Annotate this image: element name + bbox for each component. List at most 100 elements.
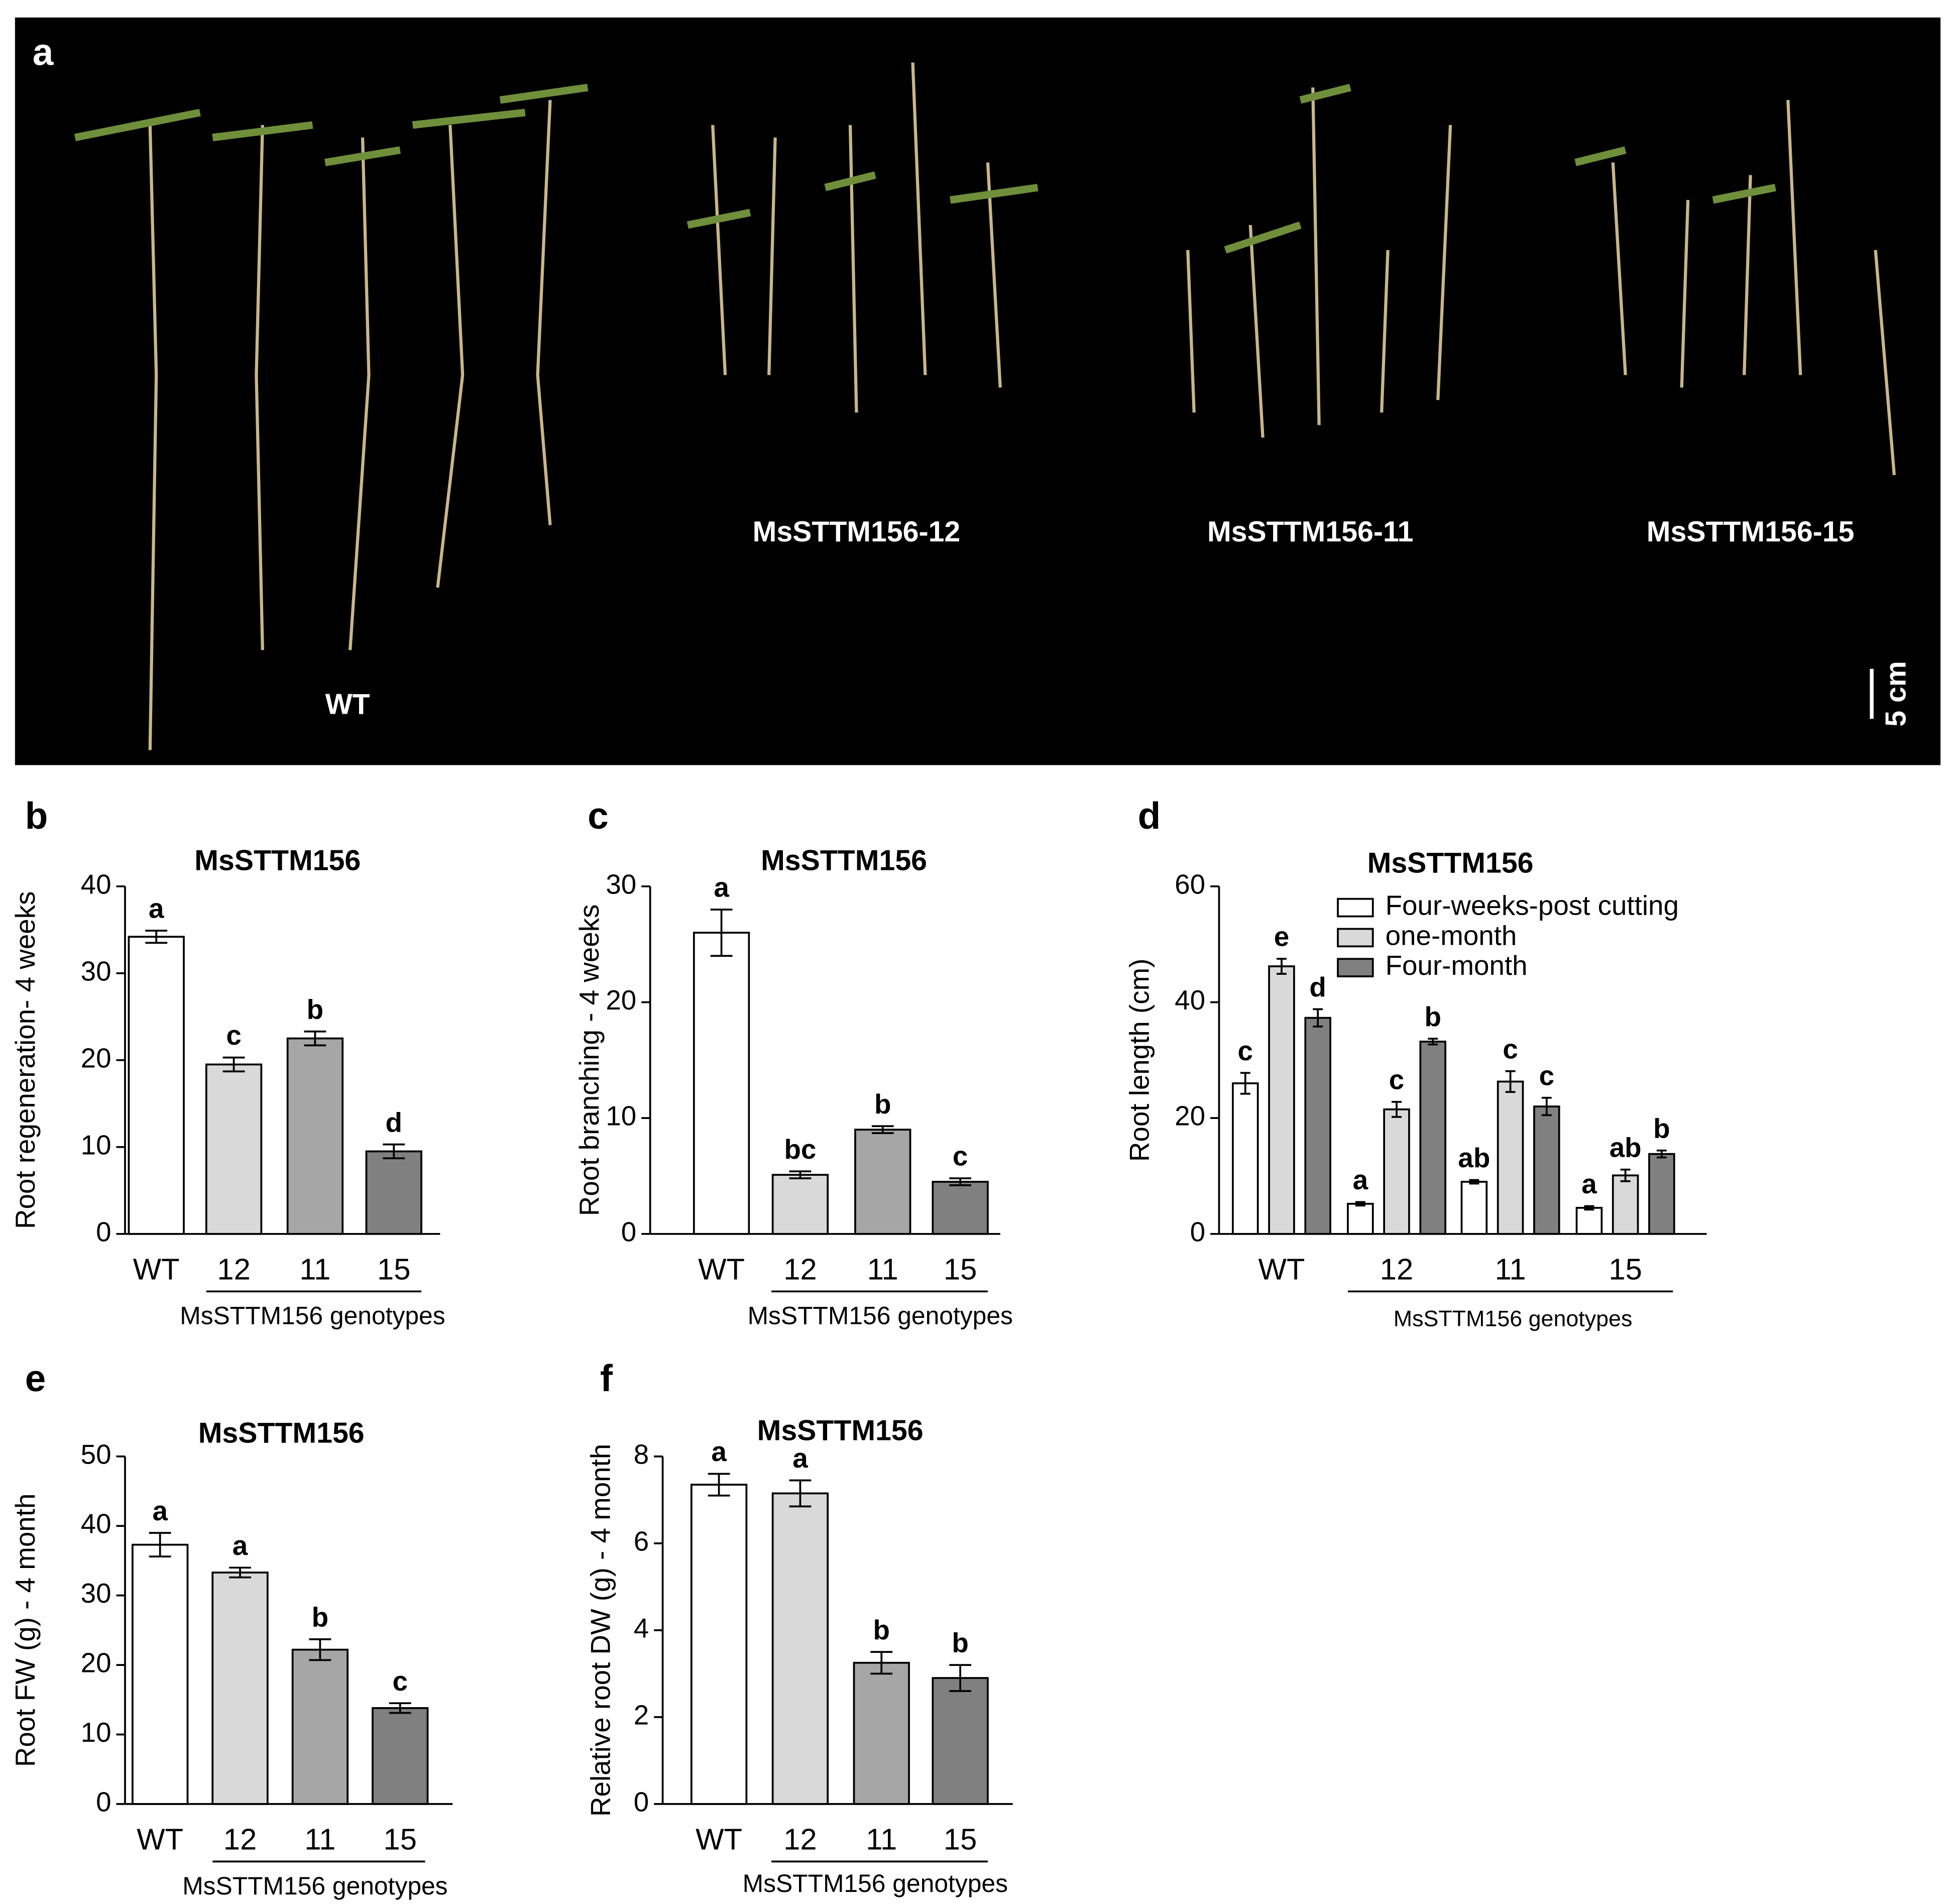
x-tick-label: 12 [783,1252,817,1286]
bar [1460,1181,1488,1235]
significance-letter: c [226,1020,241,1051]
x-tick-label: 12 [1380,1252,1413,1286]
bar [690,1484,748,1805]
bar [1612,1174,1639,1235]
significance-letter: b [1425,1001,1441,1032]
x-tick-label: 12 [217,1252,250,1286]
bar [372,1707,429,1805]
significance-letter: bc [784,1134,816,1165]
bar [211,1572,269,1805]
bar [932,1677,989,1805]
leaves-sketch [74,83,1776,254]
significance-letter: a [1581,1168,1597,1199]
chart-title: MsSTTM156 [194,845,361,877]
x-tick-label: 11 [867,1252,898,1286]
x-tick-label: 11 [299,1252,330,1286]
x-tick-label: WT [137,1822,183,1856]
x-axis-label: MsSTTM156 genotypes [182,1872,447,1900]
legend-label: one-month [1386,920,1517,951]
x-tick-label: WT [133,1252,180,1286]
photo [15,17,1941,765]
significance-letter: a [1353,1164,1368,1195]
y-tick-label: 8 [634,1438,649,1470]
panel-letter: b [25,795,48,837]
x-tick-label: WT [696,1822,742,1856]
photo-label: MsSTTM156-12 [753,516,961,548]
significance-letter: b [873,1614,890,1645]
y-tick-label: 30 [606,868,636,900]
panel-letter: d [1138,795,1161,837]
photo-label: MsSTTM156-15 [1647,516,1855,548]
significance-letter: c [392,1665,407,1697]
bar [932,1181,989,1235]
bar [771,1492,829,1805]
chart-title: MsSTTM156 [1367,847,1534,879]
bar [853,1661,910,1805]
plant-sketch [148,62,1896,750]
panel-letter: c [588,795,609,837]
x-tick-label: 12 [783,1822,817,1856]
bar [286,1037,344,1235]
y-tick-label: 10 [606,1100,636,1132]
significance-letter: a [233,1530,248,1561]
x-tick-label: WT [1258,1252,1305,1286]
y-tick-label: 40 [1175,984,1205,1016]
significance-letter: a [792,1442,808,1474]
significance-letter: b [307,993,323,1025]
significance-letter: c [1539,1060,1554,1091]
y-tick-label: 2 [634,1699,649,1730]
bar [132,1543,189,1805]
y-tick-label: 20 [1175,1100,1205,1132]
y-tick-label: 0 [96,1216,111,1247]
y-axis-label: Root branching - 4 weeks [574,904,605,1216]
x-tick-label: 15 [1609,1252,1642,1286]
y-tick-label: 30 [81,955,111,986]
x-tick-label: WT [698,1252,745,1286]
x-tick-label: 12 [223,1822,257,1856]
panel-letter: a [33,31,54,73]
x-tick-label: 11 [304,1822,335,1856]
significance-letter: b [952,1627,968,1658]
bar [1648,1153,1675,1235]
legend-swatch [1337,928,1374,948]
bar [205,1063,263,1235]
y-tick-label: 0 [1190,1216,1205,1247]
chart-title: MsSTTM156 [198,1417,365,1449]
y-axis-label: Root regeneration- 4 weeks [10,891,41,1229]
y-axis-label: Root length (cm) [1124,958,1155,1162]
x-tick-label: 15 [383,1822,416,1856]
bar [854,1129,911,1235]
bar [291,1648,349,1805]
panel-letter: f [600,1357,613,1399]
chart-title: MsSTTM156 [757,1415,924,1447]
bar [693,932,750,1235]
y-tick-label: 40 [81,868,111,900]
photo-label: MsSTTM156-11 [1207,516,1413,548]
significance-letter: c [1389,1064,1404,1095]
x-tick-label: 11 [1495,1252,1526,1286]
bar [771,1174,829,1235]
y-tick-label: 50 [81,1438,111,1470]
y-tick-label: 0 [96,1786,111,1817]
x-tick-label: 15 [944,1252,977,1286]
bar [128,936,185,1235]
y-tick-label: 6 [634,1525,649,1556]
significance-letter: d [1309,971,1326,1002]
bar [1268,965,1295,1235]
y-tick-label: 20 [606,984,636,1016]
significance-letter: b [874,1088,891,1119]
significance-letter: c [953,1141,968,1172]
x-tick-label: 15 [944,1822,977,1856]
photo-panel: a WT MsSTTM156-12 MsSTTM156-11 MsSTTM156… [15,17,1941,765]
significance-letter: b [312,1602,328,1633]
significance-letter: c [1503,1033,1518,1064]
significance-letter: ab [1610,1132,1642,1163]
y-tick-label: 0 [621,1216,636,1247]
significance-letter: d [386,1106,402,1138]
bar [1497,1080,1524,1235]
bar [1347,1202,1374,1235]
x-axis-label: MsSTTM156 genotypes [743,1869,1008,1897]
significance-letter: a [149,893,164,924]
y-axis-label: Relative root DW (g) - 4 month [585,1444,616,1817]
